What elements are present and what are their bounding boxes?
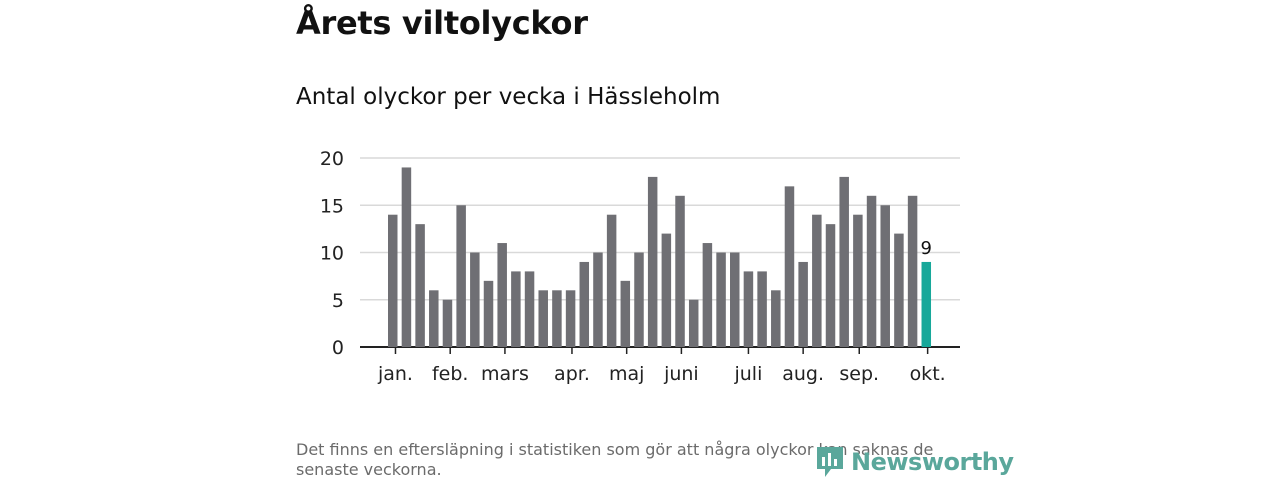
bar bbox=[675, 195, 685, 347]
bar bbox=[538, 290, 548, 347]
bar bbox=[743, 271, 754, 347]
x-tick-label: feb. bbox=[432, 363, 468, 385]
x-tick-label: juli bbox=[733, 363, 762, 385]
x-tick-label: sep. bbox=[839, 363, 879, 385]
x-tick-label: aug. bbox=[782, 363, 824, 385]
bar bbox=[552, 290, 562, 347]
bar bbox=[866, 195, 877, 347]
bar bbox=[593, 252, 603, 347]
bar bbox=[415, 224, 425, 347]
newsworthy-logo-icon bbox=[817, 447, 843, 477]
bar bbox=[853, 214, 863, 347]
bar bbox=[442, 299, 453, 347]
bar bbox=[661, 233, 672, 347]
bar bbox=[388, 214, 398, 347]
bar bbox=[634, 252, 644, 347]
bar bbox=[784, 186, 795, 347]
bar bbox=[757, 271, 767, 347]
bar bbox=[688, 299, 699, 347]
bar bbox=[524, 271, 535, 347]
bar bbox=[907, 195, 918, 347]
bar bbox=[730, 252, 740, 347]
bar bbox=[620, 280, 631, 347]
bar bbox=[497, 243, 507, 347]
y-tick-label: 20 bbox=[320, 148, 344, 170]
bar bbox=[798, 261, 808, 347]
bar bbox=[470, 252, 480, 347]
x-tick-label: okt. bbox=[910, 363, 946, 385]
y-tick-label: 5 bbox=[332, 290, 344, 312]
x-tick-label: juni bbox=[663, 363, 699, 385]
bar bbox=[839, 176, 849, 347]
bar bbox=[606, 214, 617, 347]
bar bbox=[429, 290, 439, 347]
bar bbox=[401, 167, 412, 347]
chart-title: Årets viltolyckor bbox=[296, 4, 588, 42]
bar bbox=[716, 252, 726, 347]
bar bbox=[647, 176, 658, 347]
label-layer: 0 5 10 15 20 9 jan. feb. mars apr. maj juni juli aug.… bbox=[320, 148, 946, 385]
bar-layer bbox=[388, 167, 932, 347]
bar bbox=[825, 224, 836, 347]
highlight-value-label: 9 bbox=[921, 238, 932, 259]
y-tick-label: 0 bbox=[332, 337, 344, 359]
bar bbox=[483, 280, 494, 347]
y-tick-label: 10 bbox=[320, 243, 344, 265]
chart-subtitle: Antal olyckor per vecka i Hässleholm bbox=[296, 84, 721, 110]
x-tick-label: maj bbox=[609, 363, 644, 385]
bar bbox=[702, 243, 713, 347]
bar-highlight bbox=[921, 261, 932, 347]
newsworthy-logo: Newsworthy bbox=[815, 445, 1014, 479]
bar bbox=[771, 290, 781, 347]
bar bbox=[565, 290, 576, 347]
bar bbox=[511, 271, 521, 347]
bar bbox=[456, 205, 466, 347]
bar-chart: 0 5 10 15 20 9 jan. feb. mars apr. maj juni juli aug.… bbox=[320, 148, 960, 385]
bar bbox=[812, 214, 822, 347]
x-tick-label: mars bbox=[481, 363, 529, 385]
bar bbox=[894, 233, 904, 347]
bar bbox=[579, 261, 590, 347]
bar bbox=[880, 205, 890, 347]
footnote: Det finns en eftersläpning i statistiken… bbox=[296, 440, 934, 479]
x-tick-label: apr. bbox=[554, 363, 590, 385]
x-tick-label: jan. bbox=[377, 363, 413, 385]
newsworthy-logo-text: Newsworthy bbox=[851, 448, 1014, 476]
y-tick-label: 15 bbox=[320, 195, 344, 217]
